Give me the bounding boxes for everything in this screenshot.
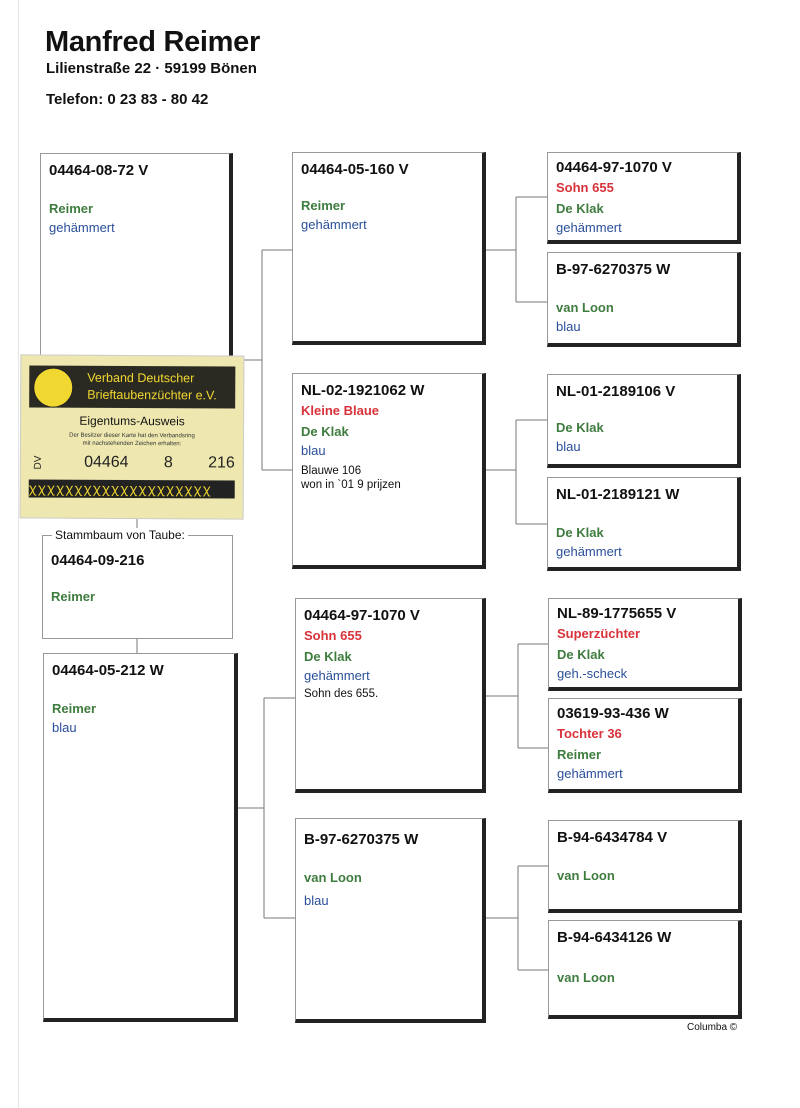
subject-box: 04464-09-216 Reimer (42, 535, 233, 639)
breeder-phone: Telefon: 0 23 83 - 80 42 (46, 91, 209, 108)
breeder: De Klak (556, 525, 604, 540)
color: gehämmert (556, 544, 622, 559)
breeder: De Klak (556, 201, 604, 216)
color: gehämmert (49, 220, 115, 235)
mfm-box: 03619-93-436 W Tochter 36 Reimer gehämme… (548, 698, 742, 793)
ring-number: 04464-97-1070 V (304, 607, 420, 624)
ffm-box: B-97-6270375 W van Loon blau (547, 252, 741, 347)
fm-box: NL-02-1921062 W Kleine Blaue De Klak bla… (292, 373, 486, 569)
color: blau (52, 720, 77, 735)
mmm-box: B-94-6434126 W van Loon (548, 920, 742, 1019)
pigeon-name: Kleine Blaue (301, 403, 380, 418)
breeder-address: Lilienstraße 22 · 59199 Bönen (46, 60, 257, 77)
card-title: Eigentums-Ausweis (79, 413, 185, 429)
breeder: Reimer (301, 198, 346, 213)
fff-box: 04464-97-1070 V Sohn 655 De Klak gehämme… (547, 152, 741, 244)
card-pattern-band: ꭓꭓꭓꭓꭓꭓꭓꭓꭓꭓꭓꭓꭓꭓꭓꭓꭓꭓꭓꭓ (28, 479, 235, 499)
color: gehämmert (556, 220, 622, 235)
card-club: 04464 (84, 453, 129, 471)
pigeon-name: Superzüchter (557, 626, 641, 641)
note: won in `01 9 prijzen (301, 479, 401, 491)
color: gehämmert (557, 766, 623, 781)
ring-number: NL-02-1921062 W (301, 382, 425, 399)
mf-box: 04464-97-1070 V Sohn 655 De Klak gehämme… (295, 598, 486, 793)
ownership-card: Verband Deutscher Brieftaubenzüchter e.V.… (19, 354, 245, 520)
card-year: 8 (163, 454, 173, 472)
breeder: van Loon (556, 300, 614, 315)
mother-box: 04464-05-212 W Reimer blau (43, 653, 238, 1022)
breeder: van Loon (557, 970, 615, 985)
ff-box: 04464-05-160 V Reimer gehämmert (292, 152, 486, 345)
subject-legend: Stammbaum von Taube: (52, 528, 188, 542)
ring-number: 04464-97-1070 V (556, 159, 672, 176)
mm-box: B-97-6270375 W van Loon blau (295, 818, 486, 1023)
breeder: Reimer (51, 589, 96, 604)
color: blau (556, 439, 581, 454)
ring-number: 04464-08-72 V (49, 162, 149, 179)
fmm-box: NL-01-2189121 W De Klak gehämmert (547, 477, 741, 571)
dove-logo-icon (33, 367, 74, 408)
pigeon-name: Sohn 655 (304, 628, 362, 643)
card-number: 216 (208, 454, 235, 472)
mmf-box: B-94-6434784 V van Loon (548, 820, 742, 913)
color: gehämmert (304, 668, 370, 683)
ring-number: NL-01-2189121 W (556, 486, 680, 503)
breeder: Reimer (49, 201, 94, 216)
card-org-line1: Verband Deutscher (87, 370, 195, 386)
ring-number: NL-89-1775655 V (557, 605, 677, 622)
note: Blauwe 106 (301, 465, 362, 477)
color: geh.-scheck (557, 666, 628, 681)
breeder: De Klak (304, 649, 352, 664)
ring-number: 03619-93-436 W (557, 705, 669, 722)
ring-number: B-97-6270375 W (556, 261, 671, 278)
pigeon-name: Tochter 36 (557, 726, 622, 741)
pigeon-name: Sohn 655 (556, 180, 614, 195)
ring-number: B-97-6270375 W (304, 831, 419, 848)
color: blau (301, 443, 326, 458)
breeder: De Klak (557, 647, 605, 662)
ring-number: B-94-6434784 V (557, 829, 668, 846)
breeder-name: Manfred Reimer (45, 26, 260, 58)
scan-edge (18, 0, 19, 1108)
color: gehämmert (301, 217, 367, 232)
card-org-line2: Brieftaubenzüchter e.V. (87, 387, 217, 403)
card-header: Verband Deutscher Brieftaubenzüchter e.V. (29, 365, 236, 409)
ring-number: 04464-09-216 (51, 552, 145, 569)
breeder: van Loon (557, 868, 615, 883)
mff-box: NL-89-1775655 V Superzüchter De Klak geh… (548, 598, 742, 691)
fmf-box: NL-01-2189106 V De Klak blau (547, 374, 741, 468)
breeder: van Loon (304, 870, 362, 885)
ring-number: NL-01-2189106 V (556, 383, 676, 400)
ring-number: B-94-6434126 W (557, 929, 672, 946)
color: blau (556, 319, 581, 334)
note: Sohn des 655. (304, 688, 379, 700)
ring-number: 04464-05-212 W (52, 662, 164, 679)
copyright-footer: Columba © (687, 1022, 738, 1033)
card-small-line2: mit nachstehenden Zeichen erhalten: (82, 440, 182, 448)
ring-number: 04464-05-160 V (301, 161, 409, 178)
card-ring-number: DV 04464 8 216 (32, 453, 235, 472)
breeder: Reimer (52, 701, 97, 716)
breeder: De Klak (301, 424, 349, 439)
color: blau (304, 893, 329, 908)
breeder: Reimer (557, 747, 602, 762)
card-prefix: DV (32, 455, 44, 470)
breeder: De Klak (556, 420, 604, 435)
